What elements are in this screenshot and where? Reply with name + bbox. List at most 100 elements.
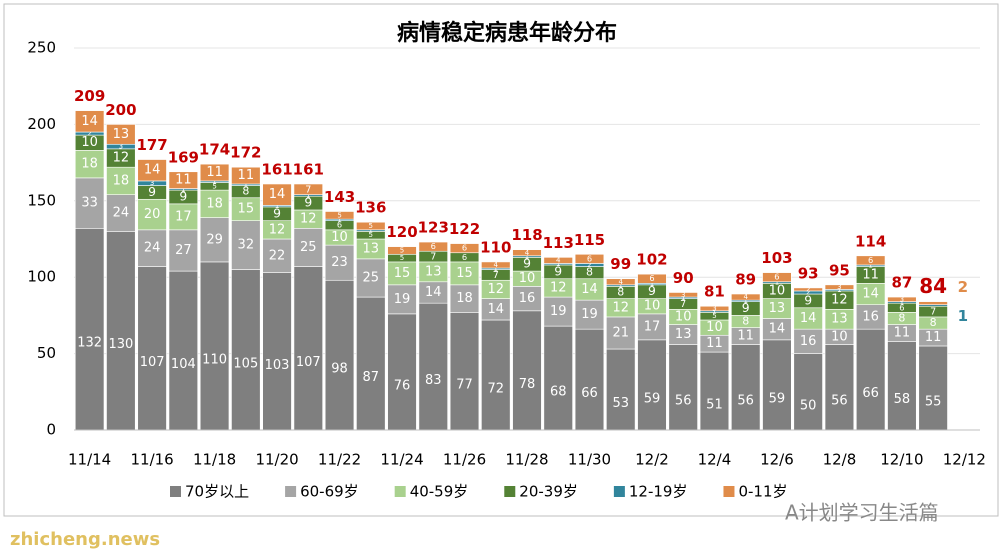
data-label: 25 <box>300 240 317 255</box>
data-label: 15 <box>456 266 473 281</box>
data-label: 5 <box>400 254 404 262</box>
data-label: 14 <box>81 114 98 129</box>
data-label: 21 <box>612 325 629 340</box>
data-label: 1 <box>275 202 279 210</box>
bar-segment <box>793 353 823 431</box>
bar-segment <box>199 261 230 431</box>
total-label: 118 <box>511 226 542 244</box>
data-label: 68 <box>550 385 567 400</box>
data-label: 1 <box>712 308 716 316</box>
data-label: 11 <box>894 325 911 340</box>
y-tick-label: 50 <box>37 344 56 362</box>
x-tick-label: 12/12 <box>943 451 986 469</box>
bar-segment <box>356 221 386 231</box>
data-label: 9 <box>742 301 750 315</box>
data-label: 6 <box>462 243 467 253</box>
data-label: 11 <box>238 168 255 183</box>
bar-segment <box>231 269 261 431</box>
bar-segment <box>699 351 730 431</box>
data-label: 11 <box>706 336 723 351</box>
data-label: 12 <box>300 212 317 227</box>
x-tick-label: 11/22 <box>318 451 361 469</box>
data-label: 9 <box>523 257 531 271</box>
data-label: 33 <box>81 196 98 211</box>
bar-segment <box>449 243 480 254</box>
legend-label: 20-39岁 <box>519 483 578 501</box>
data-label: 8 <box>742 315 749 328</box>
bar-segment <box>324 211 355 220</box>
data-label: 17 <box>175 209 192 224</box>
data-label: 12 <box>831 293 848 308</box>
legend-swatch <box>394 486 406 497</box>
x-tick-label: 11/16 <box>130 451 173 469</box>
total-label: 136 <box>355 199 386 217</box>
total-label: 120 <box>386 223 417 241</box>
data-label: 12 <box>550 280 567 295</box>
bar-segment <box>731 344 761 431</box>
y-tick-label: 100 <box>27 268 56 286</box>
bar-segment <box>762 272 792 283</box>
bar-segment <box>74 110 105 133</box>
data-label: 1 <box>900 298 904 306</box>
data-label: 16 <box>800 334 817 349</box>
x-tick-label: 11/20 <box>255 451 298 469</box>
total-label: 209 <box>74 87 105 105</box>
data-label: 103 <box>265 358 290 373</box>
bar-segment <box>168 229 199 272</box>
data-label: 16 <box>519 291 536 306</box>
x-tick-label: 11/18 <box>193 451 236 469</box>
data-label: 2 <box>806 285 810 293</box>
bar-segment <box>137 266 167 431</box>
x-tick-label: 11/28 <box>505 451 548 469</box>
data-label: 3 <box>712 305 716 313</box>
x-tick-label: 11/14 <box>68 451 111 469</box>
data-label: 6 <box>587 253 592 263</box>
data-label: 66 <box>862 386 879 401</box>
data-label: 9 <box>648 284 656 298</box>
data-label: 1 <box>681 294 685 302</box>
data-label: 14 <box>862 287 879 302</box>
data-label: 7 <box>680 299 686 310</box>
bar-segment <box>512 249 542 257</box>
legend-swatch <box>504 486 516 497</box>
data-label: 6 <box>337 220 342 230</box>
bar-segment <box>855 255 886 266</box>
data-label: 6 <box>431 241 436 251</box>
data-label: 1 <box>212 178 216 186</box>
data-label: 10 <box>706 320 723 335</box>
data-label: 10 <box>81 135 98 150</box>
total-label: 110 <box>480 238 511 256</box>
data-label: 8 <box>617 285 624 298</box>
total-label: 103 <box>761 249 792 267</box>
data-label: 98 <box>331 362 348 377</box>
data-label: 10 <box>519 271 536 286</box>
bar-segment <box>387 313 417 431</box>
data-label: 5 <box>212 182 216 190</box>
total-label: 84 <box>919 274 947 298</box>
data-label: 22 <box>269 248 286 263</box>
total-label: 81 <box>704 283 725 301</box>
data-label: 1 <box>618 282 622 290</box>
data-label: 107 <box>140 355 165 370</box>
total-label: 174 <box>199 141 230 159</box>
x-tick-label: 12/10 <box>880 451 923 469</box>
x-tick-label: 12/8 <box>823 451 857 469</box>
bar-segment <box>449 312 480 431</box>
bar-segment <box>481 319 511 431</box>
bar-segment <box>293 266 323 431</box>
total-label: 161 <box>293 160 324 178</box>
total-label: 89 <box>735 271 756 289</box>
y-tick-label: 150 <box>27 191 56 209</box>
data-label: 3 <box>900 295 904 303</box>
data-label: 11 <box>862 267 879 282</box>
data-label: 77 <box>456 378 473 393</box>
data-label: 8 <box>930 316 937 329</box>
bar-segment <box>887 296 917 302</box>
data-label: 13 <box>831 312 848 327</box>
bar-segment <box>168 270 199 431</box>
legend-swatch <box>170 486 181 497</box>
data-label: 8 <box>242 185 249 198</box>
data-label: 24 <box>113 206 130 221</box>
legend-swatch <box>723 486 735 497</box>
data-label: 5 <box>712 312 716 320</box>
